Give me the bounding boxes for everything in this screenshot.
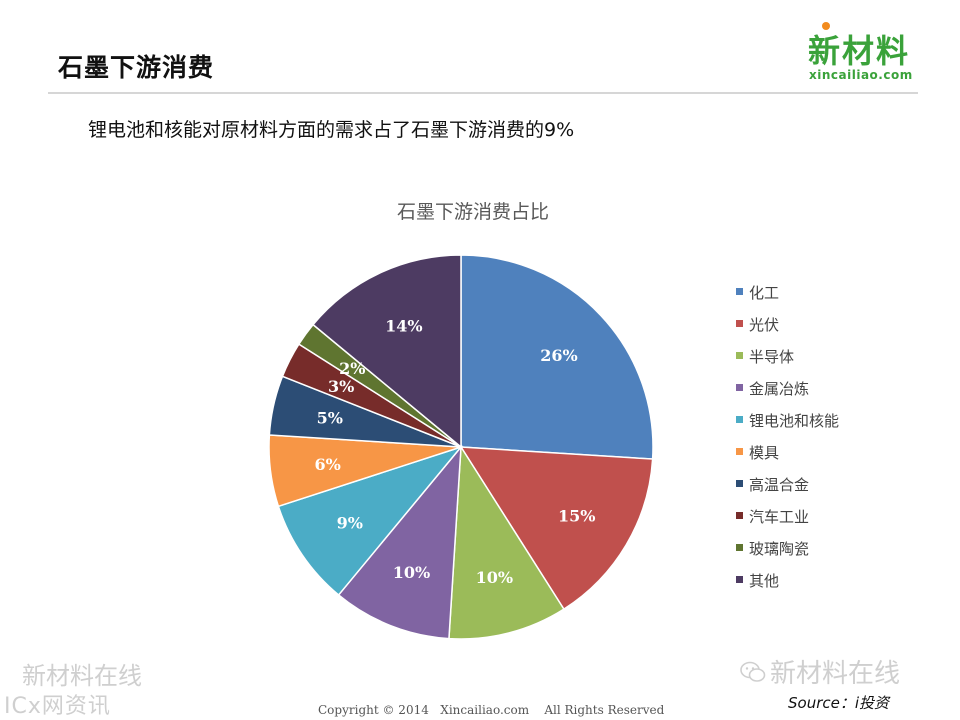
legend-label: 半导体 xyxy=(749,348,795,366)
pie-data-label: 3% xyxy=(328,377,354,396)
legend-item: 模具 xyxy=(736,442,839,474)
legend-label: 金属冶炼 xyxy=(749,380,810,398)
pie-data-labels: 26% 15% 10% 10% 9% 6% 5% 3%2% 14% xyxy=(315,316,596,587)
pie-data-label: 10% xyxy=(393,563,430,582)
legend-item: 光伏 xyxy=(736,314,839,346)
pie-data-label: 14% xyxy=(385,316,422,335)
pie-data-label: 5% xyxy=(317,409,343,428)
chart-title: 石墨下游消费占比 xyxy=(397,201,549,223)
pie-data-label: 2% xyxy=(339,359,365,378)
page-title: 石墨下游消费 xyxy=(58,53,215,82)
logo-dot xyxy=(822,22,830,30)
legend-label: 其他 xyxy=(749,572,780,590)
pie-slices xyxy=(268,254,654,640)
watermark-right-text: 新材料在线 xyxy=(770,659,901,689)
legend-label: 光伏 xyxy=(749,316,780,334)
legend-item: 汽车工业 xyxy=(736,506,839,538)
source-note: Source：i投资 xyxy=(788,694,890,712)
legend-item: 金属冶炼 xyxy=(736,378,839,410)
legend-item: 化工 xyxy=(736,282,839,314)
legend-swatch xyxy=(736,480,743,487)
wechat-icon xyxy=(740,661,766,682)
pie-data-label: 26% xyxy=(540,346,577,365)
pie-slice-4 xyxy=(337,444,462,640)
pie-data-label: 15% xyxy=(558,506,595,525)
legend-item: 半导体 xyxy=(736,346,839,378)
legend-label: 汽车工业 xyxy=(749,508,810,526)
logo-domain: xincailiao.com xyxy=(809,68,913,82)
legend-swatch xyxy=(736,288,743,295)
legend-swatch xyxy=(736,512,743,519)
legend-swatch xyxy=(736,352,743,359)
legend-swatch xyxy=(736,320,743,327)
slide-subtitle: 锂电池和核能对原材料方面的需求占了石墨下游消费的9% xyxy=(88,119,575,141)
legend-label: 高温合金 xyxy=(749,476,810,494)
legend-swatch xyxy=(736,448,743,455)
pie-data-label: 6% xyxy=(315,455,341,474)
watermark-right: 新材料在线 xyxy=(740,653,900,690)
watermark-left-bottom: ICx网资讯 xyxy=(4,694,111,719)
logo-wordmark: 新材料 xyxy=(808,32,911,70)
legend-label: 锂电池和核能 xyxy=(749,412,840,430)
legend-swatch xyxy=(736,384,743,391)
legend-swatch xyxy=(736,576,743,583)
copyright-text: Copyright © 2014 Xincailiao.com All Righ… xyxy=(318,703,665,717)
legend-swatch xyxy=(736,416,743,423)
watermark-left-top: 新材料在线 xyxy=(22,662,142,690)
pie-slice-2 xyxy=(459,446,654,611)
pie-slice-5 xyxy=(277,445,464,596)
legend-item: 玻璃陶瓷 xyxy=(736,538,839,570)
brand-logo: 新材料 xincailiao.com xyxy=(808,20,928,90)
legend-label: 模具 xyxy=(749,444,780,462)
pie-data-label: 9% xyxy=(337,514,363,533)
legend-item: 高温合金 xyxy=(736,474,839,506)
pie-slice-3 xyxy=(448,444,565,640)
legend-swatch xyxy=(736,544,743,551)
chart-legend: 化工光伏半导体金属冶炼锂电池和核能 模具高温合金汽车工业玻璃陶瓷其他 xyxy=(736,282,839,602)
pie-slice-10 xyxy=(312,254,462,449)
pie-data-label: 10% xyxy=(476,568,513,587)
pie-slice-1 xyxy=(460,254,654,460)
header-divider xyxy=(48,92,918,94)
legend-label: 玻璃陶瓷 xyxy=(749,540,810,558)
legend-item: 锂电池和核能 xyxy=(736,410,839,442)
legend-item: 其他 xyxy=(736,570,839,602)
legend-label: 化工 xyxy=(749,284,780,302)
